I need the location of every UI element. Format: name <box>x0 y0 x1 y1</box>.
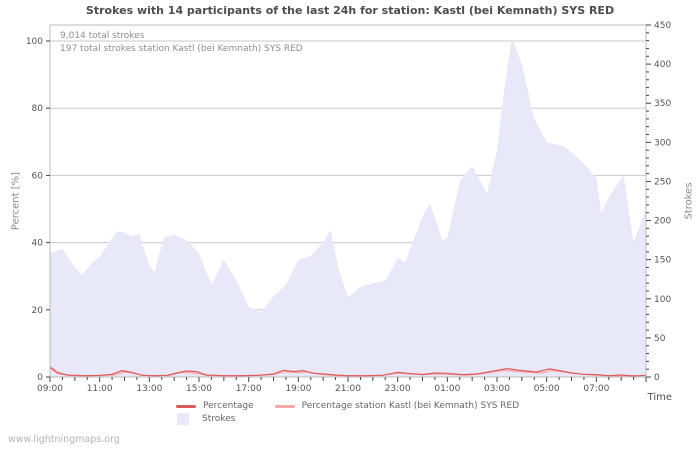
legend-row-lines: Percentage Percentage station Kastl (bei… <box>176 400 519 412</box>
annotation-total-strokes: 9,014 total strokes <box>60 31 145 41</box>
legend-label-percentage-station: Percentage station Kastl (bei Kemnath) S… <box>301 401 520 411</box>
area-series-strokes <box>50 38 646 378</box>
y-right-tick-label: 450 <box>654 21 671 31</box>
y-right-tick-label: 250 <box>654 177 671 187</box>
y-left-tick-label: 40 <box>32 239 44 249</box>
x-tick-label: 05:00 <box>534 384 560 394</box>
y-right-tick-label: 400 <box>654 60 671 70</box>
y-right-tick-label: 50 <box>654 334 666 344</box>
legend-label-strokes: Strokes <box>202 414 236 424</box>
watermark-link: www.lightningmaps.org <box>8 434 120 445</box>
x-tick-label: 01:00 <box>434 384 460 394</box>
legend-item-strokes: Strokes <box>176 413 235 425</box>
y-left-tick-label: 100 <box>26 37 43 47</box>
chart-annotations: 9,014 total strokes 197 total strokes st… <box>60 30 303 55</box>
x-tick-label: 13:00 <box>136 384 162 394</box>
annotation-station-strokes: 197 total strokes station Kastl (bei Kem… <box>60 43 303 54</box>
line-series-percentage <box>49 367 647 377</box>
chart-legend: Percentage Percentage station Kastl (bei… <box>176 400 519 426</box>
y-left-tick-label: 20 <box>32 306 44 316</box>
strokes-area-swatch <box>177 413 189 425</box>
x-tick-label: 15:00 <box>186 384 212 394</box>
y-left-tick-label: 60 <box>32 171 44 181</box>
legend-label-percentage: Percentage <box>203 401 254 411</box>
legend-row-area: Strokes <box>176 413 519 425</box>
y-left-tick-label: 80 <box>32 104 44 114</box>
x-tick-label: 21:00 <box>335 384 361 394</box>
y-left-tick-label: 0 <box>37 373 43 383</box>
x-tick-label: 03:00 <box>484 384 510 394</box>
x-tick-label: 11:00 <box>87 384 113 394</box>
y-right-tick-label: 300 <box>654 138 671 148</box>
x-axis-title: Time <box>647 392 672 403</box>
y-right-tick-label: 200 <box>654 217 671 227</box>
legend-item-percentage-station: Percentage station Kastl (bei Kemnath) S… <box>274 401 520 411</box>
y-right-tick-label: 150 <box>654 256 671 266</box>
legend-item-percentage: Percentage <box>176 401 254 411</box>
percentage-line-swatch <box>176 404 196 408</box>
x-tick-label: 23:00 <box>385 384 411 394</box>
x-tick-label: 19:00 <box>285 384 311 394</box>
x-tick-label: 17:00 <box>236 384 262 394</box>
x-tick-label: 07:00 <box>583 384 609 394</box>
y-right-tick-label: 350 <box>654 99 671 109</box>
percentage-station-line-swatch <box>274 404 295 408</box>
x-tick-label: 09:00 <box>37 384 63 394</box>
y-right-tick-label: 0 <box>654 373 660 383</box>
y-axis-left-title: Percent [%] <box>10 171 22 231</box>
chart-title: Strokes with 14 participants of the last… <box>85 4 615 17</box>
y-axis-right-title: Strokes <box>683 182 695 220</box>
y-right-tick-label: 100 <box>654 295 671 305</box>
